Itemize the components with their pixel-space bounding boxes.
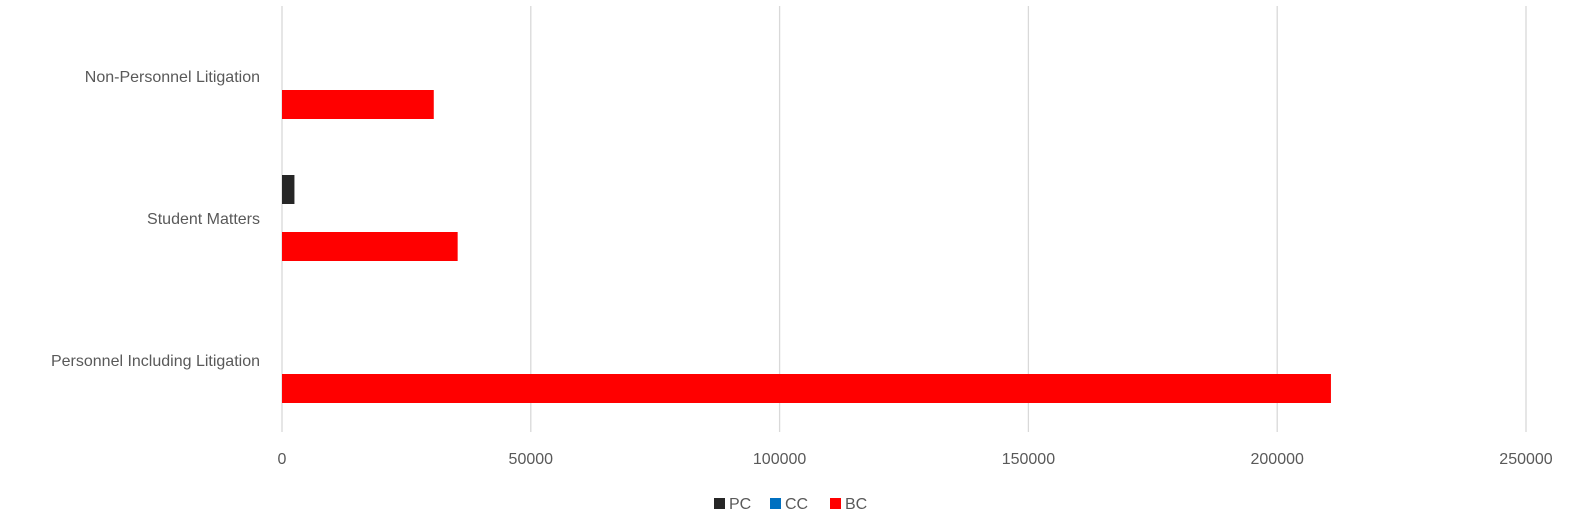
bar-pc-1 [282,175,294,204]
legend-label-pc: PC [729,496,751,513]
legend-swatch-cc [770,498,781,509]
legend: PC CC BC [714,496,867,513]
x-tick-label: 100000 [753,451,806,468]
legend-label-cc: CC [785,496,808,513]
bar-bc-1 [282,232,458,261]
gridlines [282,6,1526,432]
x-axis-tick-labels: 0 50000 100000 150000 200000 250000 [278,451,1553,468]
category-label: Personnel Including Litigation [51,353,260,370]
x-tick-label: 200000 [1251,451,1304,468]
category-label: Non-Personnel Litigation [85,69,260,86]
x-tick-label: 150000 [1002,451,1055,468]
category-label: Student Matters [147,211,260,228]
bars [282,90,1331,403]
legend-swatch-pc [714,498,725,509]
x-tick-label: 250000 [1499,451,1552,468]
category-labels: Personnel Including Litigation Student Ma… [51,69,260,370]
legend-swatch-bc [830,498,841,509]
legend-label-bc: BC [845,496,867,513]
bar-bc-2 [282,90,434,119]
x-tick-label: 0 [278,451,287,468]
x-tick-label: 50000 [509,451,554,468]
bar-bc-0 [282,374,1331,403]
